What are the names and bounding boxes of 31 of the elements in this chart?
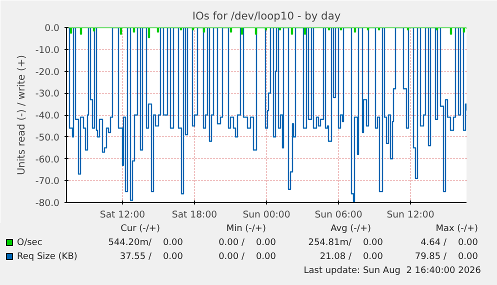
text: 544.20m/ 0.00 bbox=[108, 237, 183, 249]
y-axis-title: Units read (-) / write (+) bbox=[16, 54, 28, 176]
text: Cur (-/+) bbox=[120, 223, 160, 235]
text: 21.08 / 0.00 bbox=[320, 251, 383, 263]
y-tick-label: -10.0 bbox=[35, 44, 60, 56]
text: Max (-/+) bbox=[436, 223, 478, 235]
chart-title: IOs for /dev/loop10 - by day bbox=[192, 10, 341, 22]
x-tick-label: Sat 12:00 bbox=[100, 210, 146, 220]
y-tick-label: -80.0 bbox=[35, 198, 60, 209]
y-tick-label: 0.0 bbox=[44, 23, 60, 34]
text: 0.00 / 0.00 bbox=[218, 251, 276, 263]
y-tick-label: -30.0 bbox=[35, 88, 60, 100]
x-tick-label: Sun 00:00 bbox=[242, 210, 290, 220]
text: 4.64 / 0.00 bbox=[420, 237, 478, 249]
text: 79.85 / 0.00 bbox=[414, 251, 478, 263]
text: Last update: Sun Aug 2 16:40:00 2026 bbox=[304, 265, 481, 277]
text: 0.00 / 0.00 bbox=[218, 237, 276, 249]
x-tick-label: Sat 18:00 bbox=[172, 210, 218, 220]
y-tick-label: -50.0 bbox=[35, 132, 60, 144]
text: Min (-/+) bbox=[226, 223, 266, 235]
legend-label: Req Size (KB) bbox=[17, 251, 78, 263]
text: Avg (-/+) bbox=[330, 223, 371, 235]
text: 37.55 / 0.00 bbox=[120, 251, 183, 263]
y-tick-label: -60.0 bbox=[35, 154, 60, 166]
y-tick-label: -40.0 bbox=[35, 110, 60, 122]
text: 254.81m/ 0.00 bbox=[308, 237, 383, 249]
y-tick-label: -70.0 bbox=[35, 176, 60, 188]
x-tick-label: Sun 12:00 bbox=[386, 210, 434, 220]
legend-label: O/sec bbox=[17, 237, 42, 249]
x-tick-label: Sun 06:00 bbox=[314, 210, 362, 220]
y-tick-label: -20.0 bbox=[35, 66, 60, 78]
